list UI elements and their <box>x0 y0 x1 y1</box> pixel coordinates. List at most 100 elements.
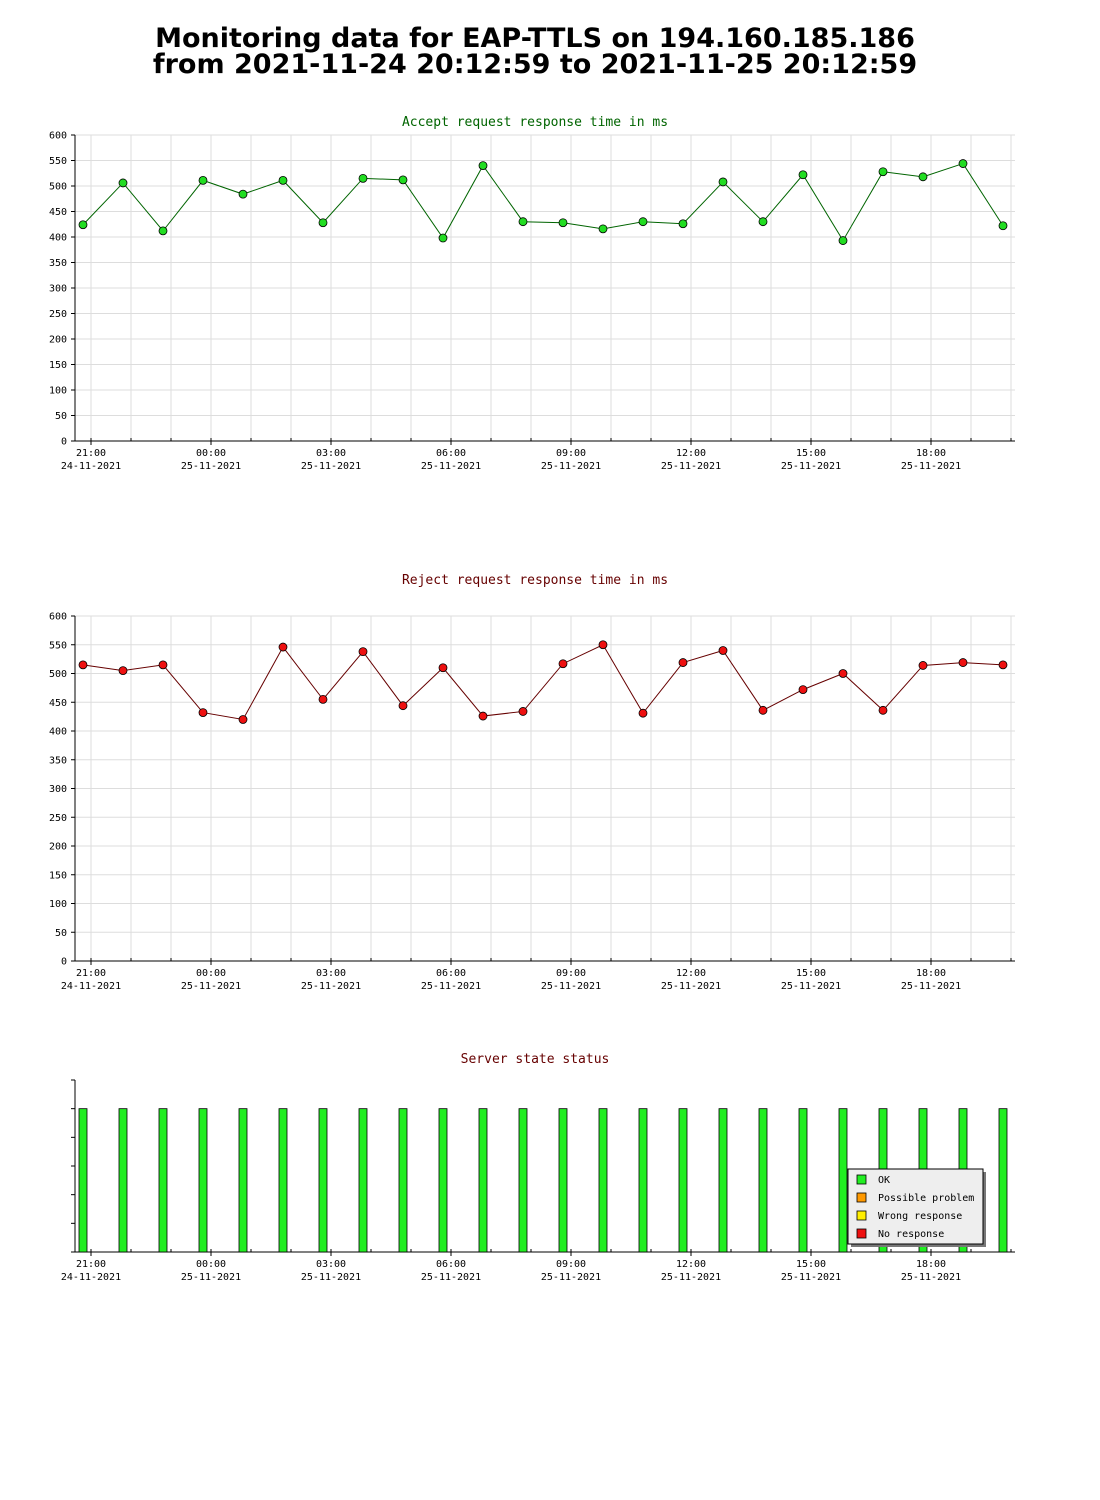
accept-chart-y-tick-label: 600 <box>49 131 67 142</box>
status-chart-x-tick-time: 12:00 <box>676 1259 706 1270</box>
status-chart-x-tick-date: 25-11-2021 <box>181 1272 241 1283</box>
reject-chart-y-tick-label: 200 <box>49 842 67 853</box>
status-chart-status-bar <box>798 1108 808 1253</box>
reject-chart-x-tick-date: 25-11-2021 <box>781 981 841 992</box>
accept-chart-x-tick-date: 25-11-2021 <box>301 461 361 472</box>
accept-chart-data-point <box>798 170 808 180</box>
reject-chart-data-point <box>198 708 208 718</box>
reject-chart-x-tick-time: 18:00 <box>916 968 946 979</box>
reject-chart-data-point <box>438 663 448 673</box>
status-chart-status-bar <box>278 1108 288 1253</box>
accept-chart-data-point <box>958 159 968 168</box>
reject-chart-x-tick-time: 03:00 <box>316 968 346 979</box>
status-chart-status-bar <box>358 1108 368 1253</box>
reject-chart-x-tick-time: 12:00 <box>676 968 706 979</box>
accept-chart-data-point <box>878 167 888 177</box>
accept-chart-y-tick-label: 250 <box>49 309 67 320</box>
page-title-line1: Monitoring data for EAP-TTLS on 194.160.… <box>155 23 915 54</box>
status-chart-status-bar <box>758 1108 768 1253</box>
status-chart-x-tick-time: 21:00 <box>76 1259 106 1270</box>
status-chart-x-tick-time: 03:00 <box>316 1259 346 1270</box>
accept-chart-data-point <box>238 189 248 199</box>
status-chart-x-tick-date: 25-11-2021 <box>901 1272 961 1283</box>
reject-chart-data-point <box>878 705 888 715</box>
status-chart-status-bar <box>598 1108 608 1253</box>
status-chart-status-bar <box>998 1108 1008 1253</box>
accept-chart-data-point <box>638 217 648 227</box>
status-chart-x-tick-time: 15:00 <box>796 1259 826 1270</box>
status-chart-legend-box <box>847 1168 984 1245</box>
accept-chart-y-tick-label: 400 <box>49 233 67 244</box>
reject-chart-data-point <box>718 646 728 655</box>
accept-chart-data-point <box>158 226 168 236</box>
reject-chart-data-point <box>958 658 968 667</box>
accept-chart-data-point <box>118 178 128 188</box>
accept-chart-y-tick-label: 450 <box>49 207 67 218</box>
status-chart-status-bar <box>638 1108 648 1253</box>
status-chart-status-bar <box>678 1108 688 1253</box>
accept-chart-data-point <box>318 218 328 228</box>
accept-chart-x-tick-time: 06:00 <box>436 448 466 459</box>
status-chart-x-tick-date: 24-11-2021 <box>61 1272 121 1283</box>
accept-chart-y-tick-label: 350 <box>49 258 67 269</box>
page-title-line2: from 2021-11-24 20:12:59 to 2021-11-25 2… <box>152 49 918 80</box>
accept-chart-data-point <box>998 221 1008 231</box>
reject-chart-y-tick-label: 50 <box>55 928 67 939</box>
accept-chart-x-tick-time: 21:00 <box>76 448 106 459</box>
accept-chart-data-point <box>278 175 288 185</box>
reject-chart-x-tick-time: 09:00 <box>556 968 586 979</box>
reject-chart-data-point <box>678 658 688 667</box>
accept-chart-data-point <box>518 217 528 227</box>
status-chart-status-bar <box>438 1108 448 1253</box>
reject-chart-data-point <box>78 660 88 670</box>
reject-chart-data-point <box>478 711 488 721</box>
accept-chart-data-point <box>718 177 728 187</box>
accept-chart-x-tick-date: 25-11-2021 <box>901 461 961 472</box>
reject-chart-x-tick-date: 24-11-2021 <box>61 981 121 992</box>
reject-chart-y-tick-label: 500 <box>49 669 67 680</box>
reject-chart-y-tick-label: 300 <box>49 784 67 795</box>
accept-chart-x-tick-time: 12:00 <box>676 448 706 459</box>
reject-chart-y-tick-label: 350 <box>49 755 67 766</box>
status-chart-x-tick-date: 25-11-2021 <box>421 1272 481 1283</box>
status-chart-status-bar <box>118 1108 128 1253</box>
accept-response-chart: Accept request response time in ms 0 50 100… <box>49 115 1015 472</box>
status-chart-status-bar <box>318 1108 328 1253</box>
status-chart-legend-swatch <box>856 1192 867 1203</box>
reject-chart-y-tick-label: 100 <box>49 899 67 910</box>
status-chart-x-tick-time: 18:00 <box>916 1259 946 1270</box>
status-chart-x-tick-date: 25-11-2021 <box>661 1272 721 1283</box>
accept-chart-data-point <box>918 172 928 182</box>
accept-chart-series-line <box>82 162 1004 242</box>
reject-chart-x-tick-date: 25-11-2021 <box>541 981 601 992</box>
accept-chart-title: Accept request response time in ms <box>402 115 668 130</box>
reject-chart-x-tick-date: 25-11-2021 <box>901 981 961 992</box>
reject-chart-y-tick-label: 250 <box>49 813 67 824</box>
accept-chart-data-point <box>198 175 208 185</box>
status-chart-title: Server state status <box>461 1052 610 1067</box>
status-chart-status-bar <box>478 1108 488 1253</box>
status-chart-status-bar <box>518 1108 528 1253</box>
reject-chart-y-tick-label: 600 <box>49 612 67 623</box>
reject-chart-data-point <box>318 694 328 704</box>
reject-chart-x-tick-time: 21:00 <box>76 968 106 979</box>
status-chart-legend-label: Possible problem <box>878 1193 974 1204</box>
accept-chart-y-tick-label: 150 <box>49 360 67 371</box>
reject-chart-x-tick-date: 25-11-2021 <box>301 981 361 992</box>
accept-chart-data-point <box>478 161 488 170</box>
status-chart-status-bar <box>838 1108 848 1253</box>
accept-chart-y-tick-label: 100 <box>49 386 67 397</box>
accept-chart-data-point <box>598 224 608 234</box>
reject-chart-y-tick-label: 550 <box>49 640 67 651</box>
status-chart-status-bar <box>718 1108 728 1253</box>
accept-chart-y-tick-label: 50 <box>55 411 67 422</box>
accept-chart-y-tick-label: 300 <box>49 284 67 295</box>
status-chart-x-tick-time: 09:00 <box>556 1259 586 1270</box>
status-chart-x-tick-date: 25-11-2021 <box>781 1272 841 1283</box>
reject-chart-x-tick-date: 25-11-2021 <box>661 981 721 992</box>
accept-chart-data-point <box>358 173 368 183</box>
status-chart-legend-swatch <box>856 1228 867 1239</box>
reject-chart-y-tick-label: 0 <box>61 957 67 968</box>
reject-chart-data-point <box>518 707 528 716</box>
accept-chart-x-tick-time: 09:00 <box>556 448 586 459</box>
